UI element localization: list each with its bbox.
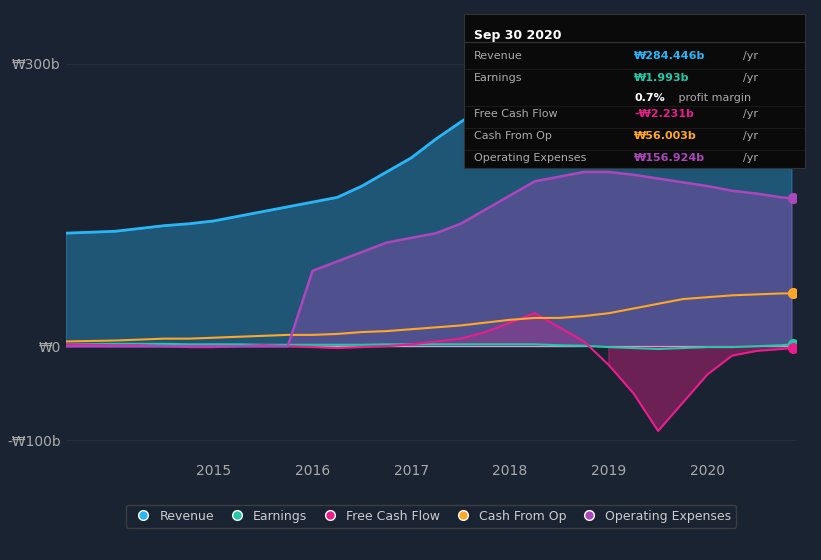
Text: ₩284.446b: ₩284.446b xyxy=(635,51,705,61)
Text: ₩56.003b: ₩56.003b xyxy=(635,131,697,141)
Text: /yr: /yr xyxy=(743,153,759,162)
Text: Cash From Op: Cash From Op xyxy=(474,131,552,141)
Text: /yr: /yr xyxy=(743,72,759,82)
Text: Operating Expenses: Operating Expenses xyxy=(474,153,586,162)
Text: Sep 30 2020: Sep 30 2020 xyxy=(474,29,562,43)
Text: profit margin: profit margin xyxy=(675,92,751,102)
Text: Earnings: Earnings xyxy=(474,72,523,82)
Text: Free Cash Flow: Free Cash Flow xyxy=(474,110,557,119)
Text: 0.7%: 0.7% xyxy=(635,92,665,102)
Text: -₩2.231b: -₩2.231b xyxy=(635,110,694,119)
Text: /yr: /yr xyxy=(743,51,759,61)
Text: ₩156.924b: ₩156.924b xyxy=(635,153,705,162)
Text: Revenue: Revenue xyxy=(474,51,523,61)
Text: ₩1.993b: ₩1.993b xyxy=(635,72,690,82)
Legend: Revenue, Earnings, Free Cash Flow, Cash From Op, Operating Expenses: Revenue, Earnings, Free Cash Flow, Cash … xyxy=(126,505,736,528)
Text: /yr: /yr xyxy=(743,110,759,119)
Text: /yr: /yr xyxy=(743,131,759,141)
